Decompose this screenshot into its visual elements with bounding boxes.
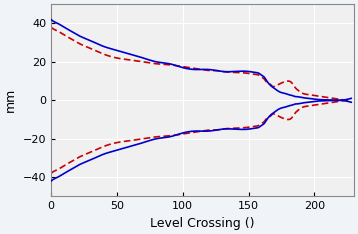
Y-axis label: mm: mm [4, 88, 17, 112]
X-axis label: Level Crossing (): Level Crossing () [150, 217, 255, 230]
